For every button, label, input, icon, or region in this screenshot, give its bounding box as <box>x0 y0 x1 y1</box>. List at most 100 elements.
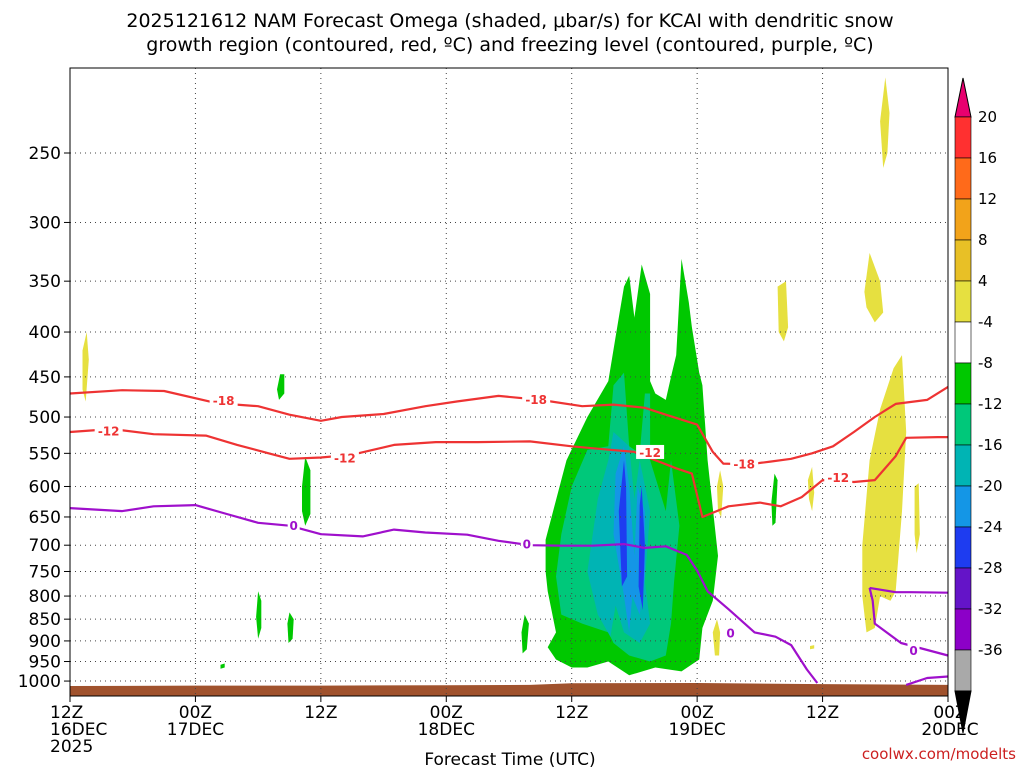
colorbar-swatch-5 <box>954 280 972 323</box>
y-tick-label-9: 700 <box>29 536 61 556</box>
plot-frame <box>69 67 949 697</box>
x-tick-label-5-1: 19DEC <box>668 720 725 740</box>
omega-region-18 <box>914 483 920 554</box>
y-tick-label-8: 650 <box>29 508 61 528</box>
colorbar-swatch-1 <box>954 116 972 159</box>
omega-region-7 <box>277 374 285 400</box>
x-tick-label-5-0: 00Z <box>681 703 714 723</box>
contour-label-bg-6 <box>824 469 853 484</box>
colorbar-swatch-11 <box>954 526 972 569</box>
y-tick-label-13: 900 <box>29 632 61 652</box>
contour-line-3 <box>869 586 949 594</box>
omega-colorbar: 20 16 12 8 4 -4 -8 -12 -16 -20 -24 -28 -32 -36 <box>954 77 1003 734</box>
omega-region-20 <box>717 470 724 517</box>
contour-label-2: -18 <box>733 458 755 472</box>
contour-line-2 <box>69 504 819 684</box>
colorbar-label-13: -36 <box>978 641 1003 659</box>
contour-label-bg-2 <box>730 456 759 471</box>
omega-region-4 <box>618 460 628 587</box>
omega-region-19 <box>712 619 721 656</box>
y-tick-label-1: 300 <box>29 213 61 233</box>
colorbar-label-6: -8 <box>978 354 993 372</box>
contour-label-bg-3 <box>94 423 123 438</box>
contour-line-1 <box>69 427 948 519</box>
contour-label-bg-5 <box>636 444 665 459</box>
colorbar-swatch-2 <box>954 157 972 200</box>
contour-label-bg-7 <box>287 518 300 533</box>
x-tick-label-2-0: 12Z <box>304 703 337 723</box>
colorbar-label-8: -16 <box>978 436 1003 454</box>
y-tick-label-5: 500 <box>29 408 61 428</box>
colorbar-swatch-13 <box>954 608 972 651</box>
contour-label-4: -12 <box>334 451 356 465</box>
contour-label-bg-9 <box>724 625 737 640</box>
y-tick-label-7: 600 <box>29 477 61 497</box>
surface-terrain <box>70 683 948 696</box>
contour-label-bg-4 <box>330 450 359 465</box>
colorbar-label-0: 20 <box>978 108 997 126</box>
contour-line-0 <box>69 385 949 466</box>
colorbar-top-arrow <box>954 77 972 118</box>
temperature-contours <box>69 385 949 686</box>
colorbar-swatch-4 <box>954 239 972 282</box>
contour-label-bg-0 <box>209 392 238 407</box>
colorbar-swatch-8 <box>954 403 972 446</box>
colorbar-swatch-9 <box>954 444 972 487</box>
omega-region-11 <box>521 614 529 654</box>
y-tick-label-4: 450 <box>29 368 61 388</box>
y-tick-label-2: 350 <box>29 272 61 292</box>
y-tick-label-0: 250 <box>29 144 61 164</box>
omega-region-9 <box>287 612 294 643</box>
y-tick-label-14: 950 <box>29 653 61 673</box>
colorbar-swatch-14 <box>954 649 972 692</box>
x-tick-label-3-0: 00Z <box>430 703 463 723</box>
omega-region-12 <box>771 473 778 526</box>
contour-label-9: 0 <box>726 626 734 640</box>
omega-region-13 <box>82 332 89 402</box>
colorbar-swatch-7 <box>954 362 972 405</box>
colorbar-swatch-10 <box>954 485 972 528</box>
omega-region-15 <box>864 252 884 323</box>
x-tick-label-4-0: 12Z <box>555 703 588 723</box>
pressure-axis-ticks: 2503003504004505005506006507007508008509… <box>18 144 70 692</box>
colorbar-label-9: -20 <box>978 477 1003 495</box>
omega-region-16 <box>777 281 789 342</box>
x-tick-label-6-0: 12Z <box>806 703 839 723</box>
colorbar-swatch-6 <box>954 321 972 364</box>
omega-region-22 <box>810 645 815 650</box>
y-tick-label-10: 750 <box>29 562 61 582</box>
contour-label-8: 0 <box>523 538 531 552</box>
contour-label-1: -18 <box>525 393 547 407</box>
omega-region-8 <box>256 591 262 639</box>
contour-label-bg-8 <box>520 536 533 551</box>
x-tick-label-1-0: 00Z <box>179 703 212 723</box>
omega-region-14 <box>880 77 890 168</box>
colorbar-label-1: 16 <box>978 149 997 167</box>
colorbar-bottom-arrow <box>954 690 972 734</box>
contour-label-3: -12 <box>98 425 120 439</box>
chart-title-line-1: 2025121612 NAM Forecast Omega (shaded, μ… <box>126 10 893 32</box>
y-tick-label-15: 1000 <box>18 672 61 692</box>
omega-shading-layer <box>82 77 920 676</box>
contour-label-bg-1 <box>522 392 551 407</box>
grid-lines <box>69 68 949 696</box>
y-tick-label-11: 800 <box>29 587 61 607</box>
x-tick-label-3-1: 18DEC <box>418 720 475 740</box>
omega-region-17 <box>862 355 907 633</box>
chart-title-line-2: growth region (contoured, red, ºC) and f… <box>146 34 873 56</box>
colorbar-label-11: -28 <box>978 559 1003 577</box>
contour-label-bg-10 <box>907 643 920 658</box>
colorbar-swatch-12 <box>954 567 972 610</box>
colorbar-label-7: -12 <box>978 395 1003 413</box>
contour-labels: -18 -18 -18 -12 -12 -12 -12 0 0 0 0 <box>94 392 920 658</box>
colorbar-swatch-3 <box>954 198 972 241</box>
contour-label-5: -12 <box>639 446 661 460</box>
colorbar-label-3: 8 <box>978 231 988 249</box>
colorbar-label-4: 4 <box>978 272 988 290</box>
contour-label-7: 0 <box>290 519 298 533</box>
x-tick-label-0-0: 12Z <box>50 703 83 723</box>
colorbar-label-2: 12 <box>978 190 997 208</box>
contour-label-0: -18 <box>213 394 235 408</box>
